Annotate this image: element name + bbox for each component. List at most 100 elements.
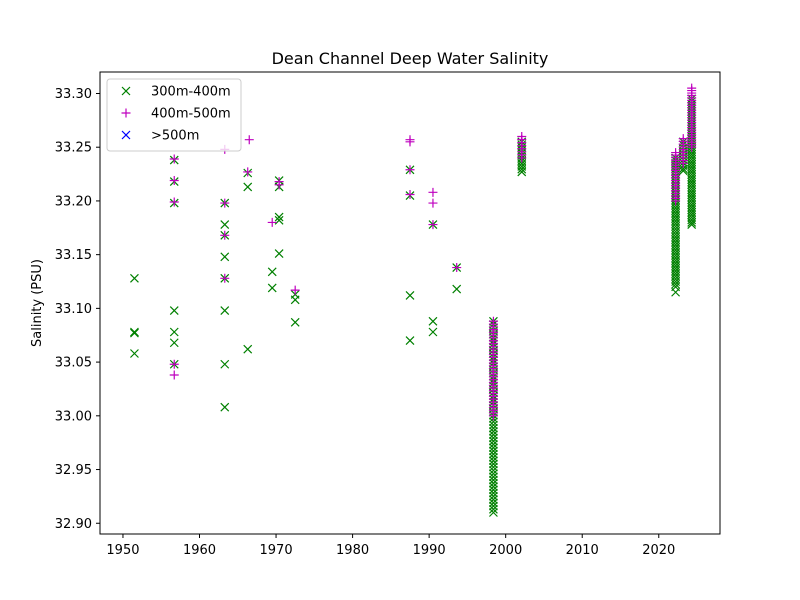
y-axis-label: Salinity (PSU) bbox=[30, 259, 45, 347]
data-point bbox=[452, 284, 462, 294]
data-point bbox=[489, 465, 498, 475]
data-point bbox=[687, 83, 697, 93]
data-point bbox=[220, 230, 230, 240]
data-point bbox=[488, 316, 498, 326]
data-point bbox=[489, 469, 498, 479]
legend-marker bbox=[121, 130, 131, 140]
data-point bbox=[130, 327, 139, 337]
y-tick-label: 33.05 bbox=[55, 356, 92, 371]
plot-frame bbox=[99, 71, 721, 535]
data-point bbox=[169, 306, 179, 315]
data-point bbox=[405, 336, 415, 346]
data-point bbox=[489, 459, 498, 469]
data-point bbox=[489, 452, 498, 462]
data-point bbox=[489, 478, 498, 488]
data-point bbox=[290, 285, 300, 295]
x-tick-label: 2000 bbox=[489, 543, 522, 558]
y-tick-label: 33.10 bbox=[55, 302, 92, 317]
legend-label: 400m-500m bbox=[151, 107, 231, 122]
data-point bbox=[687, 220, 697, 229]
data-point bbox=[489, 491, 498, 501]
data-point bbox=[489, 427, 498, 436]
series-400m-500m bbox=[169, 83, 697, 421]
data-point bbox=[274, 249, 284, 259]
data-point bbox=[169, 359, 179, 369]
data-point bbox=[130, 328, 139, 338]
data-point bbox=[405, 189, 415, 199]
data-point bbox=[489, 430, 498, 440]
data-point bbox=[290, 295, 300, 305]
legend-label: 300m-400m bbox=[151, 85, 231, 100]
data-point bbox=[405, 137, 415, 147]
data-point bbox=[274, 212, 284, 222]
data-point bbox=[489, 508, 498, 517]
data-point bbox=[220, 402, 230, 412]
data-point bbox=[428, 187, 438, 197]
data-point bbox=[169, 176, 179, 186]
data-point bbox=[489, 498, 498, 508]
data-point bbox=[169, 327, 179, 337]
data-point bbox=[517, 131, 527, 141]
y-tick-label: 32.90 bbox=[55, 517, 92, 532]
data-point bbox=[489, 443, 498, 453]
data-point bbox=[267, 267, 277, 277]
axes: 1950 1960 1970 1980 1990 2000 2010 2020 32.90 32.… bbox=[55, 87, 676, 558]
x-tick-label: 1970 bbox=[260, 543, 293, 558]
data-point bbox=[274, 180, 284, 190]
y-tick-label: 33.25 bbox=[55, 141, 92, 156]
data-point bbox=[489, 423, 498, 433]
data-point bbox=[489, 485, 498, 495]
y-tick-label: 32.95 bbox=[55, 463, 92, 478]
data-point bbox=[428, 327, 438, 337]
plot-area bbox=[130, 83, 697, 517]
data-point bbox=[243, 182, 253, 192]
legend-label: >500m bbox=[151, 129, 199, 144]
y-tick-label: 33.30 bbox=[55, 87, 92, 102]
data-point bbox=[489, 433, 498, 443]
data-point bbox=[671, 148, 681, 158]
data-point bbox=[267, 217, 277, 227]
data-point bbox=[489, 417, 498, 427]
data-point bbox=[489, 472, 498, 482]
data-point bbox=[405, 291, 415, 300]
data-point bbox=[489, 495, 498, 504]
data-point bbox=[428, 220, 438, 230]
data-point bbox=[220, 359, 230, 369]
data-point bbox=[130, 273, 139, 283]
data-point bbox=[220, 273, 230, 283]
data-point bbox=[489, 475, 498, 485]
data-point bbox=[290, 317, 300, 327]
data-point bbox=[489, 420, 498, 430]
data-point bbox=[243, 167, 253, 177]
data-point bbox=[130, 349, 139, 358]
x-tick-label: 1950 bbox=[106, 543, 139, 558]
data-point bbox=[220, 198, 230, 208]
data-point bbox=[489, 446, 498, 456]
data-point bbox=[169, 197, 179, 207]
data-point bbox=[267, 283, 277, 293]
x-tick-label: 2010 bbox=[566, 543, 599, 558]
data-point bbox=[489, 488, 498, 498]
data-point bbox=[489, 456, 498, 466]
legend: 300m-400m 400m-500m >500m bbox=[106, 78, 242, 152]
legend-box bbox=[106, 78, 242, 152]
data-point bbox=[244, 135, 254, 145]
data-point bbox=[489, 504, 498, 514]
data-point bbox=[220, 252, 230, 262]
y-tick-label: 33.15 bbox=[55, 248, 92, 263]
chart-title: Dean Channel Deep Water Salinity bbox=[272, 49, 549, 68]
data-point bbox=[489, 482, 498, 492]
data-point bbox=[169, 370, 179, 380]
x-tick-label: 1990 bbox=[413, 543, 446, 558]
data-point bbox=[489, 449, 498, 459]
data-point bbox=[428, 316, 438, 326]
y-tick-label: 33.00 bbox=[55, 409, 92, 424]
data-point bbox=[452, 263, 462, 273]
data-point bbox=[169, 338, 179, 348]
data-point bbox=[428, 198, 438, 208]
data-point bbox=[678, 134, 688, 144]
data-point bbox=[220, 306, 230, 315]
data-point bbox=[169, 154, 179, 164]
x-tick-label: 2020 bbox=[642, 543, 675, 558]
